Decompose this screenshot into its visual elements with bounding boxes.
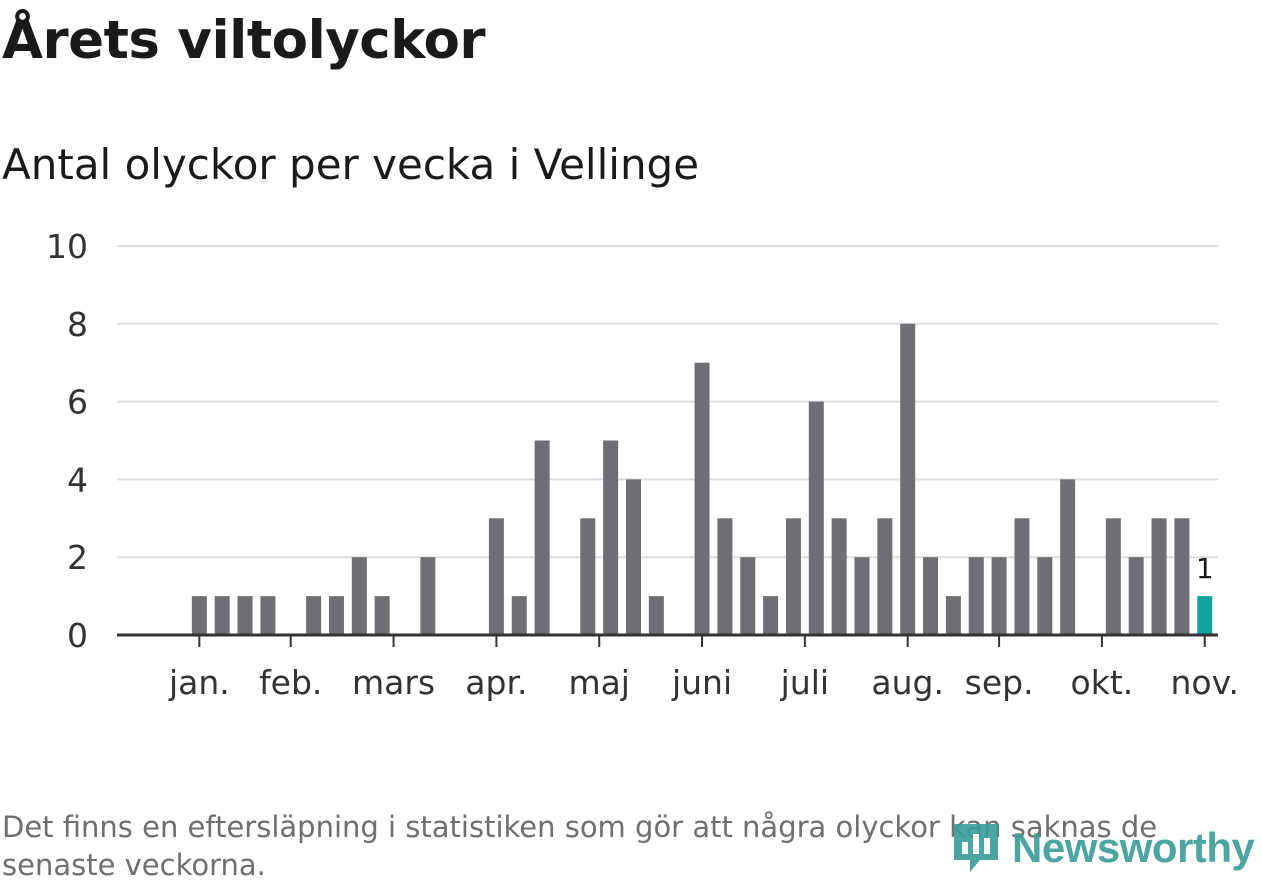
bar-week-10 xyxy=(374,596,390,635)
bar-week-38 xyxy=(1014,518,1030,635)
newsworthy-logo: Newsworthy xyxy=(950,820,1255,876)
bar-week-28 xyxy=(785,518,801,635)
bar-week-21 xyxy=(626,479,641,635)
x-tick-label-aug: aug. xyxy=(871,663,944,702)
bar-week-17 xyxy=(534,440,550,635)
bar-week-36 xyxy=(968,557,984,635)
bar-week-12 xyxy=(420,557,436,635)
bar-week-25 xyxy=(717,518,733,635)
bar-week-39 xyxy=(1037,557,1053,635)
y-tick-label: 2 xyxy=(67,538,88,577)
bar-week-31 xyxy=(854,557,870,635)
data-label-last-week: 1 xyxy=(1196,552,1214,585)
bar-week-33 xyxy=(900,323,916,635)
newsworthy-logo-icon xyxy=(954,824,998,872)
bar-week-15 xyxy=(488,518,504,635)
y-tick-label: 10 xyxy=(46,227,88,266)
bar-week-37 xyxy=(991,557,1007,635)
bar-week-29 xyxy=(808,401,824,635)
x-tick-label-apr: apr. xyxy=(465,663,527,702)
y-axis-ticks: 0 2 4 6 8 10 xyxy=(46,227,88,655)
bar-week-22 xyxy=(648,596,664,635)
bar-week-8 xyxy=(328,596,344,635)
bar-week-32 xyxy=(877,518,893,635)
chart-title: Årets viltolyckor xyxy=(2,10,486,71)
bar-week-35 xyxy=(945,596,961,635)
bar-week-45 xyxy=(1174,518,1190,635)
bar-week-19 xyxy=(580,518,596,635)
data-labels: 1 xyxy=(1196,552,1214,585)
bar-week-24 xyxy=(694,362,710,635)
bar-week-40 xyxy=(1060,479,1076,635)
chart-subtitle: Antal olyckor per vecka i Vellinge xyxy=(2,140,700,189)
bar-week-2 xyxy=(191,596,207,635)
bar-week-9 xyxy=(351,557,367,635)
x-tick-label-nov: nov. xyxy=(1170,663,1239,702)
gridlines xyxy=(117,245,1218,559)
bar-week-43 xyxy=(1128,557,1144,635)
bar-week-7 xyxy=(306,596,322,635)
x-tick-label-juni: juni xyxy=(671,663,732,702)
bars xyxy=(191,323,1213,635)
x-tick-label-mars: mars xyxy=(352,663,435,702)
y-tick-label: 0 xyxy=(67,616,88,655)
x-tick-label-sep: sep. xyxy=(965,663,1034,702)
x-tick-label-juli: juli xyxy=(780,663,829,702)
bar-week-27 xyxy=(763,596,779,635)
bar-week-30 xyxy=(831,518,847,635)
y-tick-label: 4 xyxy=(67,460,88,499)
x-tick-label-jan: jan. xyxy=(168,663,230,702)
bar-week-44 xyxy=(1151,518,1167,635)
bar-week-42 xyxy=(1105,518,1121,635)
x-tick-label-maj: maj xyxy=(568,663,630,702)
bar-week-16 xyxy=(511,596,527,635)
bar-week-5 xyxy=(260,596,276,635)
bar-week-34 xyxy=(923,557,939,635)
x-tick-label-okt: okt. xyxy=(1071,663,1134,702)
x-axis-ticks: jan. feb. mars apr. maj juni juli aug. sep. okt. n… xyxy=(168,635,1239,702)
y-tick-label: 6 xyxy=(67,383,88,422)
bar-week-26 xyxy=(740,557,756,635)
newsworthy-logo-text: Newsworthy xyxy=(1012,824,1255,871)
bar-week-46 xyxy=(1197,596,1213,635)
bar-week-4 xyxy=(237,596,253,635)
y-tick-label: 8 xyxy=(67,305,88,344)
x-tick-label-feb: feb. xyxy=(259,663,322,702)
bar-week-3 xyxy=(214,596,230,635)
bar-week-20 xyxy=(603,440,619,635)
